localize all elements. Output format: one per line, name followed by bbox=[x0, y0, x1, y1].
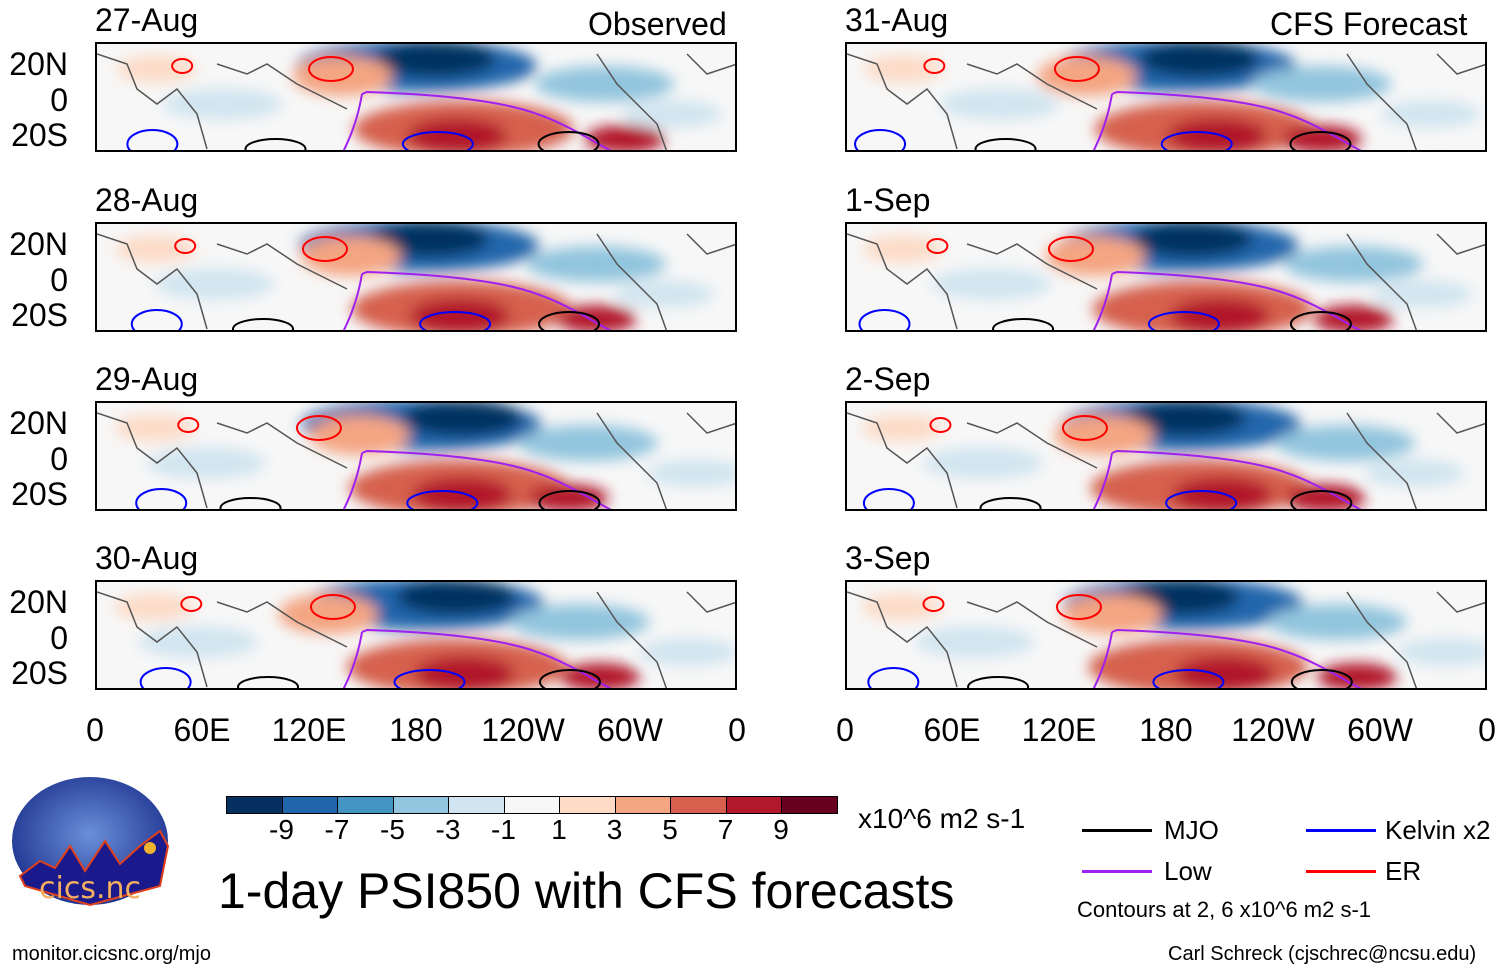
lat-label: 20S bbox=[11, 117, 68, 153]
colorbar-label: -5 bbox=[380, 814, 405, 845]
map-panel bbox=[845, 580, 1487, 690]
map-panel bbox=[95, 222, 737, 332]
colorbar-swatch bbox=[337, 796, 394, 814]
panel-date: 27-Aug bbox=[95, 2, 199, 38]
lat-label: 20S bbox=[11, 297, 68, 333]
lon-label: 0 bbox=[836, 712, 854, 748]
legend-line-low bbox=[1082, 870, 1152, 873]
colorbar-label: -7 bbox=[324, 814, 350, 845]
colorbar-swatch bbox=[670, 796, 727, 814]
lon-label: 180 bbox=[1139, 712, 1193, 748]
lon-label: 0 bbox=[86, 712, 104, 748]
contours-note: Contours at 2, 6 x10^6 m2 s-1 bbox=[1077, 897, 1372, 922]
lon-label: 60W bbox=[1347, 712, 1413, 748]
colorbar-swatch bbox=[226, 796, 283, 814]
cfs-forecast-header: CFS Forecast bbox=[1270, 6, 1468, 42]
lat-label: 0 bbox=[50, 262, 68, 298]
lat-label: 20N bbox=[9, 584, 68, 620]
colorbar-swatch bbox=[559, 796, 616, 814]
legend-label-er: ER bbox=[1385, 856, 1422, 886]
panel-date: 3-Sep bbox=[845, 540, 931, 576]
map-panel bbox=[845, 222, 1487, 332]
observed-header: Observed bbox=[588, 6, 727, 42]
map-panel bbox=[95, 42, 737, 152]
logo-text: cics.nc bbox=[39, 871, 141, 906]
lon-label: 0 bbox=[1478, 712, 1496, 748]
colorbar-label: 7 bbox=[717, 814, 734, 845]
lon-label: 60E bbox=[923, 712, 981, 748]
legend-label-low: Low bbox=[1164, 856, 1212, 886]
colorbar-label: -3 bbox=[435, 814, 461, 845]
panel-date: 1-Sep bbox=[845, 182, 931, 218]
colorbar-label: -1 bbox=[491, 814, 516, 845]
panel-date: 29-Aug bbox=[95, 361, 199, 397]
lon-label: 0 bbox=[728, 712, 746, 748]
lon-label: 120E bbox=[271, 712, 347, 748]
colorbar-swatch bbox=[614, 796, 671, 814]
cicsnc-logo: cics.nc bbox=[10, 776, 170, 907]
legend-line-er bbox=[1306, 870, 1376, 873]
legend-line-mjo bbox=[1082, 829, 1152, 832]
lat-label: 0 bbox=[50, 620, 68, 656]
lon-label: 120E bbox=[1021, 712, 1097, 748]
colorbar-label: 5 bbox=[662, 814, 678, 845]
source-url[interactable]: monitor.cicsnc.org/mjo bbox=[12, 943, 211, 965]
lat-label: 20N bbox=[9, 405, 68, 441]
colorbar-swatch bbox=[392, 796, 449, 814]
lat-label: 20S bbox=[11, 655, 68, 691]
colorbar-label: 3 bbox=[606, 814, 623, 845]
panel-date: 28-Aug bbox=[95, 182, 199, 218]
colorbar-units: x10^6 m2 s-1 bbox=[858, 803, 1026, 834]
map-panel bbox=[95, 401, 737, 511]
lon-label: 120W bbox=[481, 712, 565, 748]
lon-label: 60E bbox=[173, 712, 231, 748]
legend-line-kelvin bbox=[1306, 829, 1376, 832]
map-panel bbox=[845, 401, 1487, 511]
colorbar-label: 1 bbox=[551, 814, 567, 845]
panel-date: 31-Aug bbox=[845, 2, 949, 38]
lon-label: 180 bbox=[389, 712, 443, 748]
credit: Carl Schreck (cjschrec@ncsu.edu) bbox=[1168, 943, 1477, 965]
panel-date: 30-Aug bbox=[95, 540, 199, 576]
colorbar-swatch bbox=[448, 796, 505, 814]
lat-label: 20S bbox=[11, 476, 68, 512]
lon-label: 120W bbox=[1231, 712, 1315, 748]
lat-label: 20N bbox=[9, 226, 68, 262]
colorbar-label: -9 bbox=[269, 814, 294, 845]
map-panel bbox=[95, 580, 737, 690]
lon-label: 60W bbox=[597, 712, 663, 748]
figure-title: 1-day PSI850 with CFS forecasts bbox=[218, 863, 955, 919]
colorbar-swatch bbox=[503, 796, 560, 814]
legend-label-kelvin: Kelvin x2 bbox=[1385, 815, 1491, 845]
lat-label: 0 bbox=[50, 441, 68, 477]
colorbar-swatch bbox=[725, 796, 782, 814]
lat-label: 0 bbox=[50, 82, 68, 118]
colorbar-label: 9 bbox=[773, 814, 789, 845]
colorbar-swatch bbox=[281, 796, 338, 814]
lat-label: 20N bbox=[9, 46, 68, 82]
colorbar-swatch bbox=[781, 796, 838, 814]
map-panel bbox=[845, 42, 1487, 152]
panel-date: 2-Sep bbox=[845, 361, 931, 397]
legend-label-mjo: MJO bbox=[1164, 815, 1219, 845]
